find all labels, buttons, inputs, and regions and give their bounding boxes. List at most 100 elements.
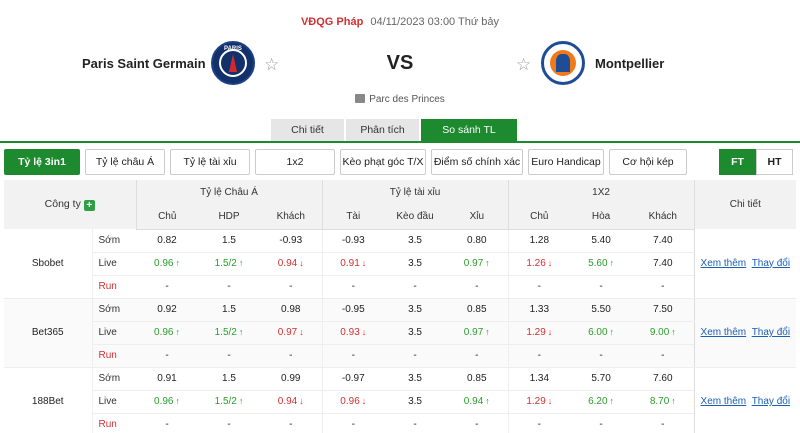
sub-header: Khách xyxy=(632,205,695,230)
odds-cell: 7.40 xyxy=(632,229,695,253)
change-history-link[interactable]: Thay đổi xyxy=(751,327,791,338)
company-name: Sbobet xyxy=(4,229,93,299)
odds-value: - xyxy=(227,419,231,430)
odds-value: 1.5 xyxy=(222,235,236,246)
psg-logo-icon[interactable]: PARIS xyxy=(211,41,255,85)
arrow-down-icon: ↓ xyxy=(299,396,304,406)
over-under-header: Tỷ lệ tài xỉu xyxy=(322,180,509,205)
tab-analysis[interactable]: Phân tích xyxy=(346,119,419,142)
sub-header: Chủ xyxy=(508,205,571,230)
odds-cell: - xyxy=(136,344,198,368)
filter-over-under-button[interactable]: Tỷ lệ tài xỉu xyxy=(170,149,250,175)
montpellier-logo-icon[interactable] xyxy=(541,41,585,85)
filter-asian-button[interactable]: Tỷ lệ châu Á xyxy=(85,149,165,175)
odds-value: - xyxy=(165,419,169,430)
odds-value: 5.50 xyxy=(591,304,611,315)
odds-cell: 0.94 ↓ xyxy=(260,252,323,276)
odds-cell: - xyxy=(384,413,447,433)
view-more-link[interactable]: Xem thêm xyxy=(700,396,747,407)
view-more-link[interactable]: Xem thêm xyxy=(700,327,747,338)
odds-cell: 0.91 ↓ xyxy=(321,252,385,276)
filter-correct-score-button[interactable]: Điểm số chính xác xyxy=(431,149,523,175)
odds-table: Công ty + Tỷ lệ Châu Á Tỷ lệ tài xỉu 1X2 … xyxy=(4,180,797,433)
odds-value: 0.94 xyxy=(277,396,298,407)
odds-cell: - xyxy=(570,413,633,433)
odds-cell: 1.5 xyxy=(198,229,260,253)
row-type-label: Run xyxy=(92,413,136,433)
row-type-label: Run xyxy=(92,275,136,299)
odds-value: - xyxy=(475,350,479,361)
odds-value: - xyxy=(413,281,417,292)
odds-cell: - xyxy=(321,275,385,299)
odds-cell: - xyxy=(570,344,633,368)
odds-cell: 3.5 xyxy=(384,321,447,345)
odds-value: - xyxy=(661,350,665,361)
arrow-up-icon: ↑ xyxy=(485,396,490,406)
ft-button[interactable]: FT xyxy=(719,149,756,175)
add-company-icon[interactable]: + xyxy=(83,200,95,211)
odds-cell: 0.92 xyxy=(136,298,198,322)
tab-odds-compare[interactable]: So sánh TL xyxy=(421,119,517,142)
arrow-up-icon: ↑ xyxy=(238,327,244,337)
ht-button[interactable]: HT xyxy=(756,149,793,175)
odds-value: 1.29 xyxy=(526,327,546,338)
home-team-name[interactable]: Paris Saint Germain xyxy=(82,56,206,71)
odds-value: - xyxy=(289,350,293,361)
odds-cell: 6.00 ↑ xyxy=(570,321,633,345)
odds-value: 5.40 xyxy=(591,235,611,246)
odds-cell: 7.40 xyxy=(632,252,695,276)
odds-value: 0.80 xyxy=(467,235,487,246)
change-history-link[interactable]: Thay đổi xyxy=(751,257,791,269)
filter-3in1-button[interactable]: Tỷ lệ 3in1 xyxy=(4,149,80,175)
filter-euro-handicap-button[interactable]: Euro Handicap xyxy=(528,149,604,175)
arrow-up-icon: ↑ xyxy=(175,327,180,337)
filter-double-chance-button[interactable]: Cơ hội kép xyxy=(609,149,687,175)
eiffel-tower-icon xyxy=(229,54,237,72)
sub-header: HDP xyxy=(198,205,260,230)
favorite-away-star-icon[interactable]: ☆ xyxy=(516,55,532,74)
odds-value: 0.92 xyxy=(157,304,177,315)
1x2-header: 1X2 xyxy=(508,180,695,205)
filter-1x2-button[interactable]: 1x2 xyxy=(255,149,335,175)
odds-cell: 0.82 xyxy=(136,229,198,253)
odds-cell: 5.70 xyxy=(570,367,633,391)
league-name[interactable]: VĐQG Pháp xyxy=(300,16,364,28)
stadium-icon xyxy=(355,94,366,103)
odds-cell: 3.5 xyxy=(384,298,447,322)
odds-cell: - xyxy=(507,275,571,299)
arrow-down-icon: ↓ xyxy=(361,396,367,406)
filter-corner-button[interactable]: Kèo phạt góc T/X xyxy=(340,149,426,175)
odds-cell: 3.5 xyxy=(384,390,447,414)
arrow-down-icon: ↓ xyxy=(299,327,304,337)
row-type-label: Sớm xyxy=(92,229,136,253)
odds-value: 1.5 xyxy=(222,373,236,384)
sub-header: Tài xyxy=(322,205,385,230)
tab-details[interactable]: Chi tiết xyxy=(271,119,344,142)
odds-value: 0.93 xyxy=(340,327,360,338)
odds-cell: 1.34 xyxy=(507,367,571,391)
odds-cell: 1.29 ↓ xyxy=(507,321,571,345)
odds-cell: 0.94 ↓ xyxy=(260,390,323,414)
favorite-home-star-icon[interactable]: ☆ xyxy=(264,55,280,74)
match-datetime: 04/11/2023 03:00 Thứ bảy xyxy=(370,16,500,28)
odds-value: 1.34 xyxy=(529,373,550,384)
tab-underline xyxy=(0,141,800,143)
odds-cell: -0.93 xyxy=(321,229,385,253)
odds-value: 0.94 xyxy=(277,258,298,269)
odds-cell: 0.96 ↑ xyxy=(136,252,198,276)
away-team-name[interactable]: Montpellier xyxy=(595,56,665,71)
table-row: Live 0.96 ↑ 1.5/2 ↑ 0.94 ↓ 0.91 ↓ 3.5 0.97 ↑ 1.26 ↓ 5.… xyxy=(4,252,796,276)
detail-cell: Xem thêm Thay đổi xyxy=(693,367,797,433)
odds-value: - xyxy=(599,419,603,430)
odds-cell: 0.85 xyxy=(446,367,509,391)
odds-cell: - xyxy=(260,344,323,368)
odds-value: - xyxy=(537,419,541,430)
odds-value: 1.5/2 xyxy=(214,327,237,338)
table-row: Run - - - - - - - - - xyxy=(4,275,796,299)
detail-cell: Xem thêm Thay đổi xyxy=(693,298,797,368)
odds-value: 0.96 xyxy=(340,396,360,407)
odds-value: - xyxy=(351,281,355,292)
vs-label: VS xyxy=(386,52,414,74)
change-history-link[interactable]: Thay đổi xyxy=(751,396,791,407)
view-more-link[interactable]: Xem thêm xyxy=(700,257,747,269)
